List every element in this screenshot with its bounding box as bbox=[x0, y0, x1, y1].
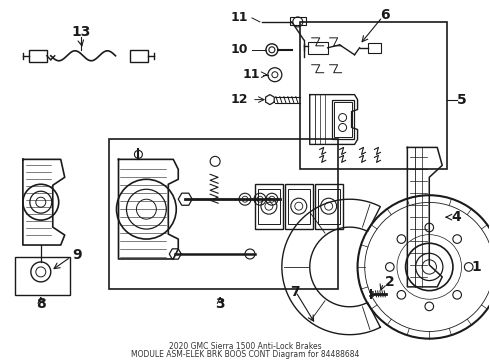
Bar bbox=[315, 184, 343, 229]
Bar bbox=[308, 42, 328, 54]
Text: 3: 3 bbox=[215, 297, 225, 311]
Bar bbox=[255, 184, 283, 229]
Bar bbox=[334, 102, 352, 138]
Bar bbox=[258, 189, 280, 224]
Bar bbox=[15, 257, 70, 295]
Text: 12: 12 bbox=[230, 93, 248, 106]
Text: 1: 1 bbox=[471, 260, 481, 274]
Text: 4: 4 bbox=[451, 210, 461, 224]
Text: 2020 GMC Sierra 1500 Anti-Lock Brakes: 2020 GMC Sierra 1500 Anti-Lock Brakes bbox=[169, 342, 321, 351]
Text: 2: 2 bbox=[385, 275, 394, 289]
Text: 11: 11 bbox=[230, 12, 248, 24]
Bar bbox=[300, 22, 447, 169]
Bar bbox=[332, 100, 354, 139]
Text: 10: 10 bbox=[230, 43, 248, 56]
Bar bbox=[288, 189, 310, 224]
Bar bbox=[318, 189, 340, 224]
Bar bbox=[109, 139, 338, 289]
Text: 13: 13 bbox=[71, 25, 90, 39]
Text: 9: 9 bbox=[73, 248, 82, 262]
Bar bbox=[290, 17, 306, 25]
Bar bbox=[130, 50, 148, 62]
Text: 7: 7 bbox=[290, 285, 299, 299]
Text: MODULE ASM-ELEK BRK BOOS CONT Diagram for 84488684: MODULE ASM-ELEK BRK BOOS CONT Diagram fo… bbox=[131, 350, 359, 359]
Text: 5: 5 bbox=[457, 93, 467, 107]
Bar bbox=[29, 50, 47, 62]
Text: 8: 8 bbox=[36, 297, 46, 311]
Text: 6: 6 bbox=[380, 8, 389, 22]
Bar bbox=[368, 43, 381, 53]
Bar bbox=[285, 184, 313, 229]
Text: 11: 11 bbox=[243, 68, 260, 81]
